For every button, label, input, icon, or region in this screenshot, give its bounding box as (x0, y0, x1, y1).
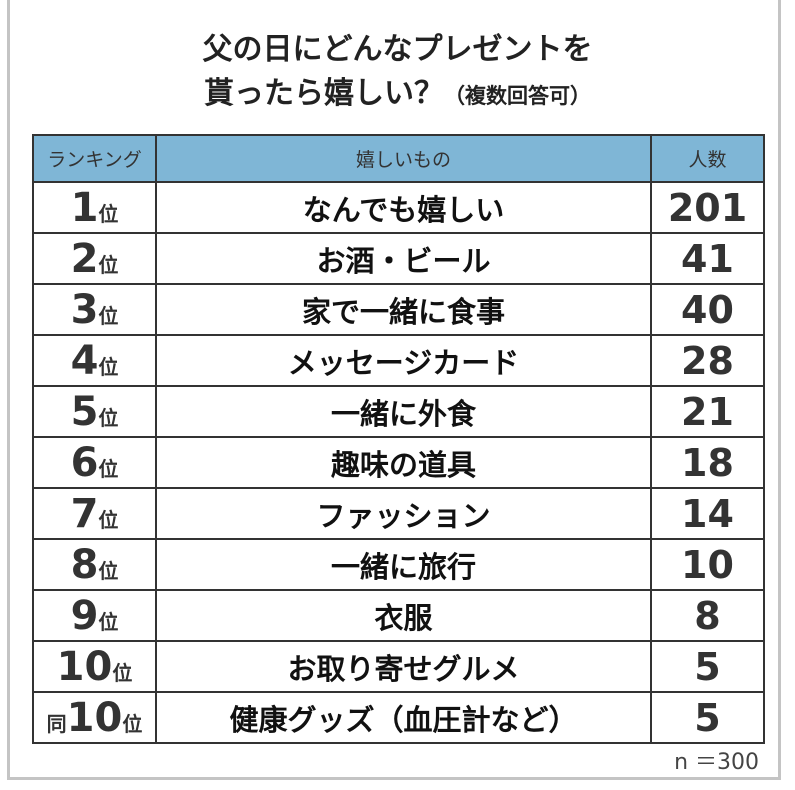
rank-cell: 5位 (32, 385, 157, 438)
rank-number: 6 (70, 439, 99, 486)
rank-cell: 1位 (32, 181, 157, 234)
count-cell: 5 (650, 691, 765, 744)
rank-number: 10 (56, 643, 113, 690)
table-row: 9位 衣服 8 (32, 589, 765, 642)
rank-number: 5 (70, 388, 99, 435)
count-cell: 18 (650, 436, 765, 489)
count-cell: 5 (650, 640, 765, 693)
title-question: 貰ったら嬉しい？ (204, 76, 444, 111)
rank-cell: 7位 (32, 487, 157, 540)
rank-number: 2 (70, 235, 99, 282)
item-cell: メッセージカード (155, 334, 652, 387)
ranking-table: ランキング 嬉しいもの 人数 1位 なんでも嬉しい 201 2位 お酒・ビール 4… (32, 134, 765, 744)
item-cell: 一緒に旅行 (155, 538, 652, 591)
rank-cell: 6位 (32, 436, 157, 489)
count-cell: 14 (650, 487, 765, 540)
image-frame (7, 0, 781, 780)
table-row: 1位 なんでも嬉しい 201 (32, 181, 765, 234)
count-cell: 41 (650, 232, 765, 285)
header-ranking: ランキング (32, 134, 157, 183)
rank-cell: 9位 (32, 589, 157, 642)
table-row: 3位 家で一緒に食事 40 (32, 283, 765, 336)
header-item: 嬉しいもの (155, 134, 652, 183)
rank-unit: 位 (98, 558, 119, 583)
header-count: 人数 (650, 134, 765, 183)
table-row: 6位 趣味の道具 18 (32, 436, 765, 489)
title-note: （複数回答可） (444, 84, 591, 108)
count-cell: 28 (650, 334, 765, 387)
table-row: 5位 一緒に外食 21 (32, 385, 765, 438)
rank-unit: 位 (98, 354, 119, 379)
table-row: 同10位 健康グッズ（血圧計など） 5 (32, 691, 765, 744)
rank-cell: 2位 (32, 232, 157, 285)
rank-unit: 位 (122, 711, 143, 736)
item-cell: なんでも嬉しい (155, 181, 652, 234)
table-row: 7位 ファッション 14 (32, 487, 765, 540)
sample-size-note: n ＝300 (674, 750, 759, 775)
rank-number: 7 (70, 490, 99, 537)
item-cell: お取り寄せグルメ (155, 640, 652, 693)
table-row: 10位 お取り寄せグルメ 5 (32, 640, 765, 693)
item-cell: 一緒に外食 (155, 385, 652, 438)
rank-unit: 位 (98, 405, 119, 430)
item-cell: 衣服 (155, 589, 652, 642)
count-cell: 201 (650, 181, 765, 234)
rank-unit: 位 (98, 201, 119, 226)
item-cell: 健康グッズ（血圧計など） (155, 691, 652, 744)
rank-number: 10 (66, 694, 123, 741)
rank-cell: 同10位 (32, 691, 157, 744)
rank-number: 9 (70, 592, 99, 639)
rank-cell: 4位 (32, 334, 157, 387)
title-line-2: 貰ったら嬉しい？（複数回答可） (0, 72, 795, 118)
item-cell: ファッション (155, 487, 652, 540)
table-row: 4位 メッセージカード 28 (32, 334, 765, 387)
count-cell: 40 (650, 283, 765, 336)
count-cell: 10 (650, 538, 765, 591)
rank-unit: 位 (112, 660, 133, 685)
rank-prefix: 同 (46, 711, 67, 736)
rank-unit: 位 (98, 303, 119, 328)
rank-number: 8 (70, 541, 99, 588)
rank-number: 1 (70, 184, 99, 231)
item-cell: お酒・ビール (155, 232, 652, 285)
rank-unit: 位 (98, 456, 119, 481)
table-header: ランキング 嬉しいもの 人数 (32, 134, 765, 183)
item-cell: 家で一緒に食事 (155, 283, 652, 336)
count-cell: 21 (650, 385, 765, 438)
rank-unit: 位 (98, 507, 119, 532)
rank-number: 3 (70, 286, 99, 333)
title-line-1: 父の日にどんなプレゼントを (202, 32, 593, 67)
item-cell: 趣味の道具 (155, 436, 652, 489)
rank-cell: 8位 (32, 538, 157, 591)
rank-unit: 位 (98, 252, 119, 277)
rank-cell: 10位 (32, 640, 157, 693)
rank-unit: 位 (98, 609, 119, 634)
rank-cell: 3位 (32, 283, 157, 336)
table-row: 8位 一緒に旅行 10 (32, 538, 765, 591)
table-row: 2位 お酒・ビール 41 (32, 232, 765, 285)
count-cell: 8 (650, 589, 765, 642)
rank-number: 4 (70, 337, 99, 384)
